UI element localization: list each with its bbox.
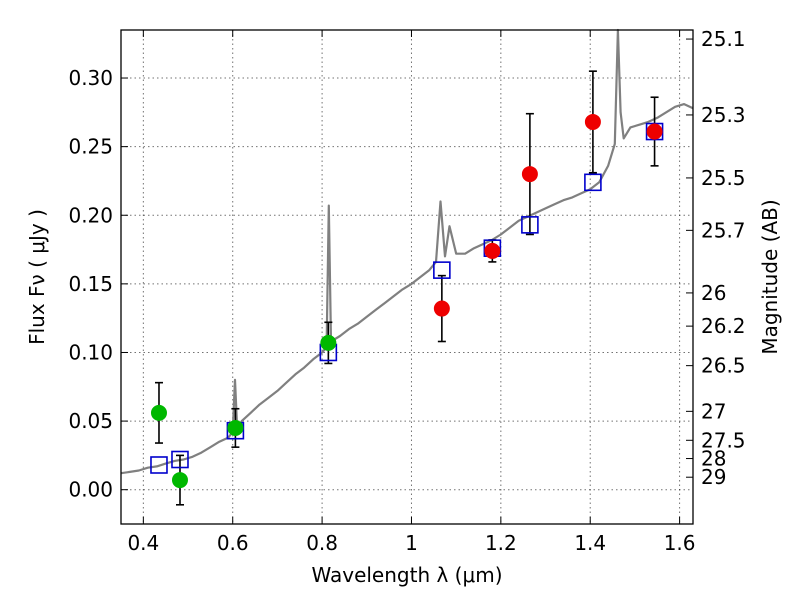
x-tick-label: 0.4 <box>127 531 159 555</box>
observed-flux-point <box>227 419 244 436</box>
x-tick-label: 0.6 <box>217 531 249 555</box>
y-tick-label: 0.15 <box>68 272 113 296</box>
observed-flux-point <box>521 166 538 183</box>
tick-layer <box>121 30 693 524</box>
marker-layer <box>150 113 664 489</box>
y-axis-title: Flux Fν ( μJy ) <box>25 209 49 345</box>
observed-flux-point <box>484 242 501 259</box>
x-axis-title: Wavelength λ (μm) <box>311 563 502 587</box>
observed-flux-point <box>150 404 167 421</box>
x-tick-label: 1 <box>405 531 418 555</box>
model-photometry-square <box>584 173 602 192</box>
y-tick-label: 0.30 <box>68 66 113 90</box>
y-tick-label: 0.25 <box>68 135 113 159</box>
label-layer: 0.4 0.6 0.8 1 1.2 1.4 1.6 0.00 0.05 0.10 0.15 0.20 0… <box>68 27 745 555</box>
spectrum-line <box>120 28 694 475</box>
observed-flux-point <box>171 472 188 489</box>
magnitude-tick-label: 26 <box>701 281 726 305</box>
magnitude-tick-label: 26.2 <box>701 314 746 338</box>
magnitude-tick-label: 25.7 <box>701 218 746 242</box>
y-tick-label: 0.05 <box>68 409 113 433</box>
plot-frame <box>120 29 694 525</box>
magnitude-tick-label: 29 <box>701 465 726 489</box>
model-photometry-square <box>433 261 451 279</box>
model-photometry-square <box>171 450 189 469</box>
magnitude-tick-label: 27 <box>701 399 726 423</box>
x-tick-label: 1.2 <box>485 531 517 555</box>
model-photometry-square <box>521 216 539 234</box>
observed-flux-point <box>646 123 663 140</box>
y-tick-label: 0.10 <box>68 340 113 364</box>
observed-flux-point <box>320 334 337 351</box>
magnitude-tick-label: 27.5 <box>701 428 746 452</box>
magnitude-tick-label: 25.5 <box>701 166 746 190</box>
magnitude-tick-label: 28 <box>701 447 726 471</box>
magnitude-tick-label: 25.1 <box>701 27 746 51</box>
magnitude-tick-label: 25.3 <box>701 103 746 127</box>
observed-flux-point <box>433 300 450 317</box>
y-axis-right-title: Magnitude (AB) <box>758 199 782 354</box>
magnitude-tick-label: 26.5 <box>701 354 746 378</box>
y-tick-label: 0.00 <box>68 478 113 502</box>
y-tick-label: 0.20 <box>68 203 113 227</box>
x-tick-label: 1.4 <box>574 531 606 555</box>
grid-layer <box>121 30 693 524</box>
model-photometry-square <box>150 456 168 474</box>
observed-flux-point <box>584 113 601 130</box>
spectrum-layer <box>120 28 694 475</box>
x-tick-label: 0.8 <box>306 531 338 555</box>
x-tick-label: 1.6 <box>664 531 696 555</box>
